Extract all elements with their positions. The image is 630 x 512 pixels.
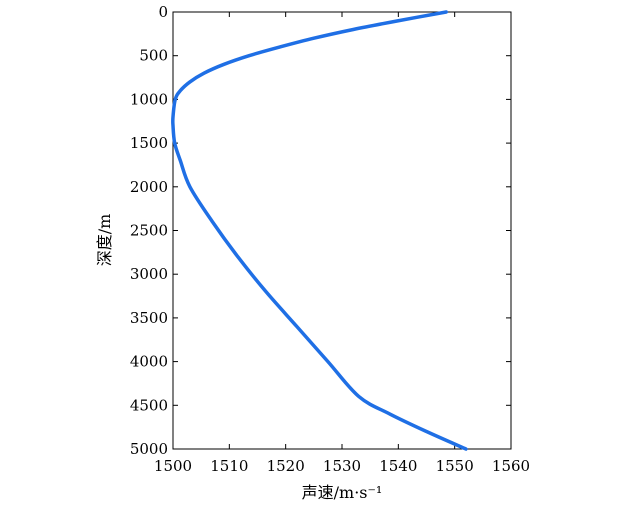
plot-frame (172, 11, 512, 450)
series-layer (171, 10, 468, 451)
x-axis-label: 声速/m·s⁻¹ (302, 483, 383, 502)
y-tick-label: 4000 (130, 353, 168, 371)
y-tick-label: 2000 (130, 178, 168, 196)
x-tick-label: 1540 (379, 457, 417, 475)
tick-marks (172, 11, 512, 450)
y-tick-label: 2500 (130, 222, 168, 240)
y-tick-label: 3500 (130, 309, 168, 327)
x-tick-label: 1520 (267, 457, 305, 475)
y-tick-label: 500 (139, 47, 168, 65)
x-tick-label: 1560 (492, 457, 530, 475)
y-tick-label: 5000 (130, 440, 168, 458)
x-tick-label: 1530 (323, 457, 361, 475)
x-tick-label: 1510 (210, 457, 248, 475)
y-tick-label: 4500 (130, 396, 168, 414)
x-tick-labels: 1500 1510 1520 1530 1540 1550 1560 (154, 457, 530, 475)
y-tick-label: 3000 (130, 265, 168, 283)
y-tick-labels: 0 500 1000 1500 2000 2500 3000 3500 4000 4500 5000 (130, 3, 168, 458)
sound-speed-profile-line (171, 10, 468, 451)
y-tick-label: 1500 (130, 134, 168, 152)
y-axis-label: 深度/m (95, 214, 114, 267)
y-tick-label: 1000 (130, 90, 168, 108)
x-tick-label: 1550 (436, 457, 474, 475)
y-tick-label: 0 (158, 3, 168, 21)
x-tick-label: 1500 (154, 457, 192, 475)
